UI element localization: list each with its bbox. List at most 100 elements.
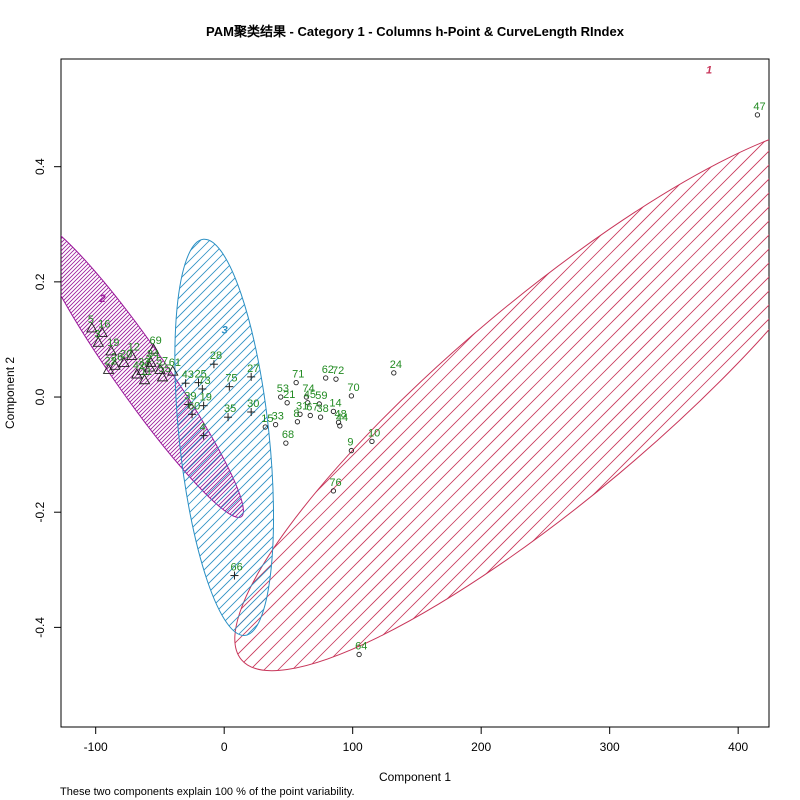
point-marker: [278, 394, 284, 400]
hatch-line: [131, 207, 263, 532]
y-tick-label: -0.4: [33, 617, 47, 638]
hatch-line: [304, 0, 800, 800]
hatch-line: [119, 207, 263, 532]
hatch-line: [704, 0, 800, 800]
cluster-1-label: 1: [706, 64, 712, 76]
hatch-line: [158, 234, 290, 641]
point-label: 26: [111, 351, 123, 363]
point-label: 30: [247, 398, 259, 410]
hatch-line: [61, 207, 263, 532]
hatch-line: [568, 0, 800, 800]
hatch-line: [176, 59, 769, 727]
y-tick-label: 0.0: [33, 388, 47, 405]
hatch-line: [61, 207, 263, 532]
hatch-line: [61, 207, 173, 532]
hatch-line: [760, 0, 800, 800]
hatch-line: [780, 0, 800, 800]
hatch-line: [176, 59, 207, 727]
hatch-line: [644, 0, 800, 800]
hatch-line: [279, 234, 290, 641]
hatch-line: [176, 59, 769, 727]
point-marker: [262, 424, 268, 430]
point-marker: [348, 393, 355, 399]
hatch-line: [384, 0, 800, 800]
hatch-line: [451, 0, 800, 800]
hatch-line: [328, 0, 800, 800]
hatch-line: [176, 59, 769, 727]
hatch-line: [766, 0, 800, 800]
hatch-line: [171, 234, 290, 641]
point-marker: [199, 431, 208, 440]
point-label: 3: [94, 328, 100, 340]
hatch-line: [61, 207, 193, 532]
hatch-line: [61, 207, 263, 532]
hatch-line: [511, 59, 769, 727]
point-marker: [184, 400, 193, 409]
hatch-line: [61, 207, 129, 532]
hatch-line: [158, 234, 290, 641]
hatch-line: [455, 59, 769, 727]
hatch-line: [364, 0, 800, 800]
point-label: 66: [230, 562, 242, 574]
hatch-line: [61, 207, 263, 532]
point-marker: [307, 412, 313, 419]
hatch-line: [176, 59, 459, 727]
hatch-line: [272, 0, 800, 800]
hatch-line: [480, 0, 800, 800]
point-label: 74: [302, 383, 314, 395]
hatch-line: [61, 207, 263, 532]
hatch-line: [158, 234, 290, 641]
cluster-2-label: 2: [99, 293, 106, 305]
hatch-line: [67, 207, 263, 532]
hatch-line: [356, 0, 800, 800]
hatch-line: [287, 59, 769, 727]
hatch-line: [158, 234, 290, 641]
hatch-line: [61, 207, 263, 532]
hatch-line: [61, 207, 263, 532]
hatch-line: [735, 59, 769, 727]
hatch-line: [158, 234, 290, 641]
point-label: 33: [272, 411, 284, 423]
hatch-line: [624, 0, 800, 800]
hatch-line: [497, 59, 769, 727]
hatch-line: [568, 0, 800, 800]
hatch-line: [484, 0, 800, 800]
point-marker: [109, 359, 121, 370]
point-label: 43: [182, 369, 194, 381]
hatch-line: [749, 59, 769, 727]
hatch-line: [428, 0, 800, 800]
hatch-line: [61, 207, 263, 532]
hatch-line: [158, 234, 290, 641]
hatch-line: [788, 0, 800, 800]
hatch-line: [61, 207, 263, 532]
hatch-line: [176, 59, 319, 727]
hatch-line: [158, 234, 290, 641]
point-label: 39: [184, 391, 196, 403]
hatch-line: [61, 207, 263, 532]
hatch-line: [640, 0, 800, 800]
hatch-line: [740, 0, 800, 800]
point-marker: [247, 372, 256, 381]
hatch-line: [623, 59, 769, 727]
point-marker: [316, 401, 322, 407]
y-axis-label: Component 2: [3, 357, 17, 429]
hatch-line: [61, 207, 145, 532]
hatch-line: [61, 207, 263, 532]
hatch-line: [385, 59, 769, 727]
cluster-3-label: 3: [222, 325, 228, 337]
hatch-line: [158, 234, 290, 641]
hatch-line: [61, 207, 263, 532]
hatch-line: [361, 0, 800, 800]
hatch-line: [316, 0, 800, 800]
point-marker: [86, 322, 98, 333]
hatch-line: [544, 0, 800, 800]
point-marker: [194, 378, 203, 387]
point-label: 31: [296, 400, 308, 412]
hatch-line: [158, 234, 290, 641]
hatch-line: [158, 234, 290, 641]
hatch-line: [665, 59, 769, 727]
hatch-line: [476, 0, 800, 800]
